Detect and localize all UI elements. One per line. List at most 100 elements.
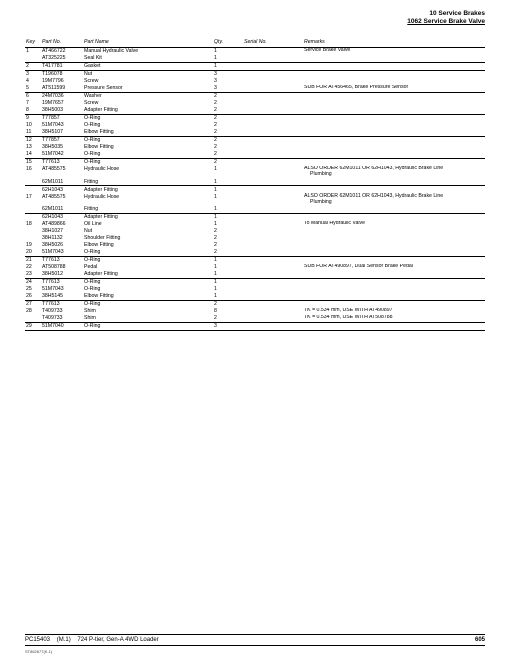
table-row: 1451M7042O-Ring2 (25, 151, 485, 159)
table-row: 9T77857O-Ring2 (25, 114, 485, 122)
cell-key: 26 (25, 293, 41, 301)
cell-part: 38H5107 (41, 129, 83, 137)
table-row: 15T77613O-Ring2 (25, 158, 485, 166)
cell-part: 19M7657 (41, 100, 83, 107)
cell-qty: 1 (213, 256, 243, 264)
content-area: Key Part No. Part Name Qty. Serial No. R… (0, 29, 510, 331)
table-row: 18AT489866Oil Line1To Manual Hydraulic V… (25, 221, 485, 228)
table-row: 2051M7043O-Ring2 (25, 249, 485, 257)
cell-part: 19M7796 (41, 78, 83, 85)
cell-key: 23 (25, 271, 41, 279)
cell-key: 11 (25, 129, 41, 137)
cell-serial (243, 151, 303, 159)
cell-qty: 3 (213, 85, 243, 93)
cell-key (25, 206, 41, 214)
cell-part: 62M1011 (41, 178, 83, 186)
cell-serial (243, 193, 303, 205)
cell-qty: 1 (213, 193, 243, 205)
cell-key: 9 (25, 114, 41, 122)
cell-serial (243, 158, 303, 166)
cell-key (25, 186, 41, 194)
table-row: 62M1011Fitting1 (25, 206, 485, 214)
cell-key: 28 (25, 308, 41, 315)
cell-remarks (303, 213, 485, 221)
parts-table: Key Part No. Part Name Qty. Serial No. R… (25, 37, 485, 331)
cell-part: 62H1043 (41, 186, 83, 194)
cell-remarks (303, 70, 485, 78)
cell-remarks: TK = 0.534 mm, USE WITH AT490897 (303, 308, 485, 315)
cell-name: O-Ring (83, 300, 213, 308)
cell-qty: 1 (213, 213, 243, 221)
table-row: 1938H5026Elbow Fitting2 (25, 242, 485, 249)
cell-remarks (303, 293, 485, 301)
cell-part: 51M7040 (41, 322, 83, 330)
cell-remarks (303, 228, 485, 235)
cell-name: Shoulder Fitting (83, 235, 213, 242)
cell-key: 12 (25, 136, 41, 144)
footer-model: 724 P-tier, Gen-A 4WD Loader (77, 637, 158, 643)
cell-serial (243, 242, 303, 249)
cell-qty: 2 (213, 151, 243, 159)
cell-qty: 2 (213, 144, 243, 151)
cell-remarks (303, 286, 485, 293)
cell-key: 19 (25, 242, 41, 249)
cell-qty: 2 (213, 300, 243, 308)
cell-qty: 1 (213, 55, 243, 63)
table-row: 62M1011Fitting1 (25, 178, 485, 186)
col-header-part: Part No. (41, 37, 83, 48)
table-row: 17AT485575Hydraulic Hose1ALSO ORDER 62M1… (25, 193, 485, 205)
cell-qty: 1 (213, 264, 243, 271)
cell-serial (243, 213, 303, 221)
cell-part: 38H5012 (41, 271, 83, 279)
table-row: 21T77613O-Ring1 (25, 256, 485, 264)
cell-qty: 2 (213, 235, 243, 242)
cell-qty: 3 (213, 70, 243, 78)
cell-remarks (303, 300, 485, 308)
table-row: 2T417781Gasket1 (25, 62, 485, 70)
cell-remarks: ALSO ORDER 62M1011 OR 62H1043, Hydraulic… (303, 193, 485, 205)
cell-remarks (303, 235, 485, 242)
cell-name: Hydraulic Hose (83, 166, 213, 178)
cell-key: 22 (25, 264, 41, 271)
cell-qty: 2 (213, 100, 243, 107)
cell-key: 10 (25, 122, 41, 129)
table-row: 62H1043Adapter Fitting1 (25, 186, 485, 194)
table-row: 2638H5145Elbow Fitting1 (25, 293, 485, 301)
table-row: 28T409733Shim8TK = 0.534 mm, USE WITH AT… (25, 308, 485, 315)
cell-remarks (303, 114, 485, 122)
cell-part: T77613 (41, 158, 83, 166)
cell-serial (243, 286, 303, 293)
cell-key: 5 (25, 85, 41, 93)
cell-part: 62M1011 (41, 206, 83, 214)
cell-serial (243, 78, 303, 85)
cell-name: Nut (83, 228, 213, 235)
cell-serial (243, 136, 303, 144)
cell-remarks: ALSO ORDER 62M1011 OR 62H1043, Hydraulic… (303, 166, 485, 178)
cell-serial (243, 107, 303, 115)
cell-name: Screw (83, 100, 213, 107)
cell-remarks (303, 206, 485, 214)
cell-key: 3 (25, 70, 41, 78)
cell-name: Elbow Fitting (83, 293, 213, 301)
table-row: 624M7036Washer2 (25, 92, 485, 100)
cell-serial (243, 70, 303, 78)
cell-serial (243, 249, 303, 257)
col-header-name: Part Name (83, 37, 213, 48)
cell-remarks (303, 55, 485, 63)
cell-key: 29 (25, 322, 41, 330)
cell-qty: 3 (213, 78, 243, 85)
cell-name: O-Ring (83, 286, 213, 293)
table-row: 2551M7043O-Ring1 (25, 286, 485, 293)
cell-remarks: SUB FOR AT456465, Brake Pressure Sensor (303, 85, 485, 93)
table-row: 1338H5035Elbow Fitting2 (25, 144, 485, 151)
cell-qty: 1 (213, 62, 243, 70)
cell-serial (243, 293, 303, 301)
cell-qty: 1 (213, 186, 243, 194)
footer-code: PC15403 (25, 637, 50, 643)
col-header-qty: Qty. (213, 37, 243, 48)
table-row: 838H5003Adapter Fitting2 (25, 107, 485, 115)
cell-part: T77857 (41, 114, 83, 122)
cell-name: Adapter Fitting (83, 107, 213, 115)
footer-left: PC15403 (M.1) 724 P-tier, Gen-A 4WD Load… (25, 637, 159, 643)
cell-remarks (303, 158, 485, 166)
